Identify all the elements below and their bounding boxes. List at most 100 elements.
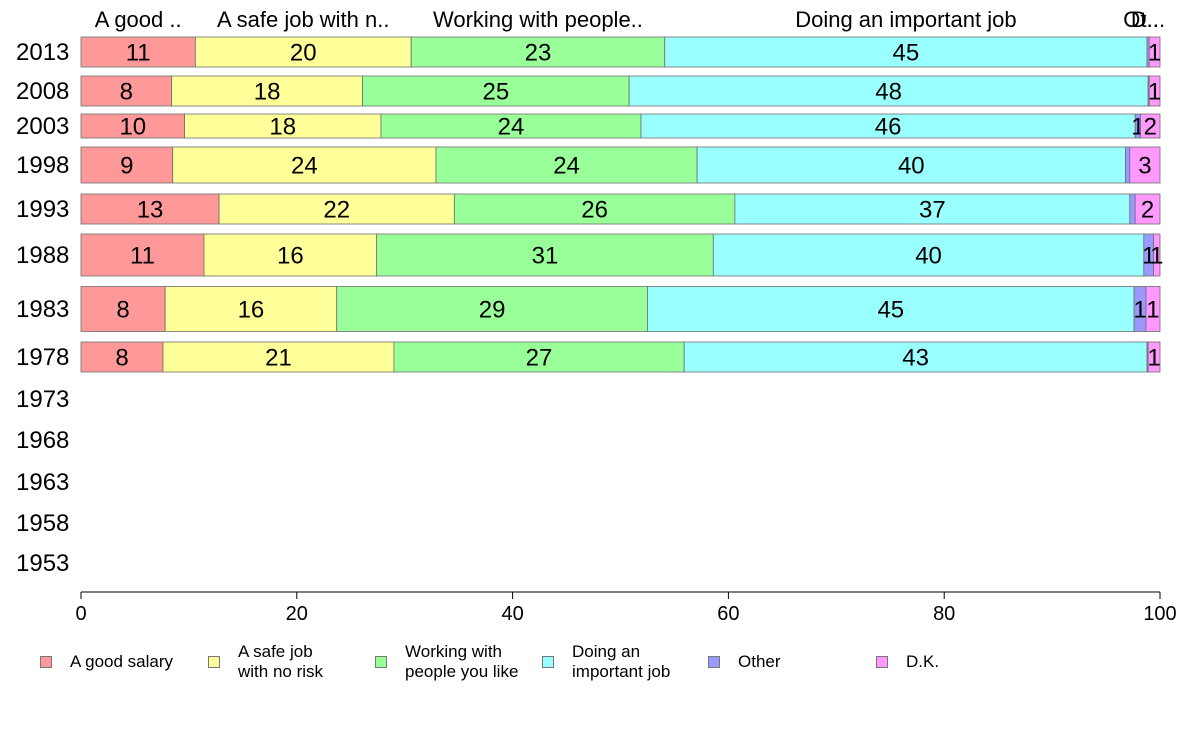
data-label-1988-5: 1 (1150, 243, 1163, 270)
bar-segment-1993-0 (80, 193, 220, 225)
data-label-2008-2: 25 (483, 79, 510, 106)
bar-segment-1988-3 (712, 233, 1145, 277)
legend-item-2: Working with people you like (375, 642, 518, 682)
data-label-1983-3: 45 (877, 297, 904, 324)
category-label-1993: 1993 (16, 196, 69, 223)
legend-item-5: D.K. (876, 652, 939, 672)
data-label-1983-2: 29 (479, 297, 506, 324)
bar-segment-2008-1 (171, 75, 364, 107)
series-header-4: Ot.. (1123, 7, 1158, 32)
data-label-1988-3: 40 (915, 243, 942, 270)
category-label-1983: 1983 (16, 296, 69, 323)
data-label-2003-3: 46 (875, 114, 902, 141)
series-header-0: A good .. (95, 7, 182, 32)
bar-segment-2013-0 (80, 36, 196, 68)
legend-item-3: Doing an important job (542, 642, 670, 682)
bar-segment-1998-4 (1125, 146, 1131, 184)
data-label-1998-3: 40 (898, 153, 925, 180)
bar-segment-1978-1 (162, 341, 395, 373)
bar-segment-1983-5 (1145, 286, 1161, 332)
legend-item-1: A safe job with no risk (208, 642, 323, 682)
bar-segment-2003-0 (80, 113, 185, 139)
legend-item-4: Other (708, 652, 781, 672)
series-header-5: D... (1131, 7, 1165, 32)
data-label-1983-0: 8 (116, 297, 129, 324)
x-tick-label-60: 60 (717, 603, 739, 625)
bar-segment-1988-0 (80, 233, 205, 277)
data-label-1993-3: 37 (919, 197, 946, 224)
bar-segment-1988-5 (1153, 233, 1161, 277)
data-label-2013-5: 1 (1148, 40, 1161, 67)
data-label-1978-1: 21 (265, 345, 292, 372)
bar-segment-2013-1 (194, 36, 412, 68)
bar-segment-1983-2 (336, 286, 648, 332)
data-label-2008-3: 48 (875, 79, 902, 106)
legend-swatch-3 (542, 656, 554, 668)
bar-segment-1998-5 (1129, 146, 1161, 184)
series-header-1: A safe job with n.. (217, 7, 389, 32)
x-tick-label-20: 20 (286, 603, 308, 625)
data-label-1978-3: 43 (902, 345, 929, 372)
data-label-1988-4: 1 (1142, 243, 1155, 270)
series-header-3: Doing an important job (795, 7, 1016, 32)
category-label-1973: 1973 (16, 386, 69, 413)
bar-segment-1978-0 (80, 341, 164, 373)
data-label-2013-0: 11 (126, 40, 151, 67)
legend-label-1: A safe job with no risk (238, 642, 324, 681)
data-label-1998-0: 9 (120, 153, 133, 180)
legend-item-0: A good salary (40, 652, 173, 672)
data-label-2003-5: 2 (1144, 114, 1157, 141)
chart-legend: A good salary A safe job with no risk Work… (0, 640, 1188, 700)
data-label-2008-1: 18 (254, 79, 281, 106)
category-label-1968: 1968 (16, 427, 69, 454)
legend-label-2: Working with people you like (405, 642, 519, 681)
series-header-2: Working with people.. (433, 7, 643, 32)
bar-segment-2003-3 (640, 113, 1136, 139)
category-label-2013: 2013 (16, 39, 69, 66)
bar-segment-1998-2 (435, 146, 698, 184)
bar-segment-1998-0 (80, 146, 174, 184)
bar-segment-1993-1 (218, 193, 455, 225)
legend-label-4: Other (738, 652, 781, 671)
x-tick-label-40: 40 (501, 603, 523, 625)
legend-swatch-4 (708, 656, 720, 668)
bar-segment-2013-2 (410, 36, 666, 68)
category-label-1998: 1998 (16, 152, 69, 179)
legend-label-0: A good salary (70, 652, 174, 671)
x-tick-label-0: 0 (75, 603, 86, 625)
bar-segment-1998-1 (172, 146, 437, 184)
data-label-1988-1: 16 (277, 243, 304, 270)
category-label-2003: 2003 (16, 113, 69, 140)
bar-segment-1978-5 (1147, 341, 1161, 373)
legend-label-5: D.K. (906, 652, 940, 671)
data-label-1998-1: 24 (291, 153, 318, 180)
data-label-1993-0: 13 (137, 197, 164, 224)
category-label-1978: 1978 (16, 344, 69, 371)
bar-segment-1993-5 (1134, 193, 1161, 225)
data-label-1983-4: 1 (1133, 297, 1146, 324)
data-label-1988-2: 31 (532, 243, 559, 270)
category-label-1958: 1958 (16, 510, 69, 537)
data-label-1993-1: 22 (323, 197, 350, 224)
data-label-2008-0: 8 (120, 79, 133, 106)
data-label-1978-5: 1 (1147, 345, 1160, 372)
bar-segment-1983-0 (80, 286, 166, 332)
bar-segment-2013-3 (664, 36, 1148, 68)
bar-segment-2013-5 (1148, 36, 1161, 68)
x-tick-label-100: 100 (1143, 603, 1176, 625)
bar-segment-2008-5 (1148, 75, 1161, 107)
bar-segment-1978-2 (393, 341, 685, 373)
data-label-1998-5: 3 (1138, 153, 1151, 180)
bar-segment-2008-0 (80, 75, 173, 107)
data-label-2003-0: 10 (119, 114, 146, 141)
data-label-2003-2: 24 (498, 114, 525, 141)
category-label-1963: 1963 (16, 469, 69, 496)
bar-segment-1983-3 (647, 286, 1135, 332)
bar-segment-1993-3 (734, 193, 1131, 225)
legend-swatch-5 (876, 656, 888, 668)
data-label-2003-1: 18 (269, 114, 296, 141)
legend-swatch-1 (208, 656, 220, 668)
data-label-1983-5: 1 (1146, 297, 1159, 324)
data-label-1998-2: 24 (553, 153, 580, 180)
bar-segment-2003-5 (1140, 113, 1161, 139)
